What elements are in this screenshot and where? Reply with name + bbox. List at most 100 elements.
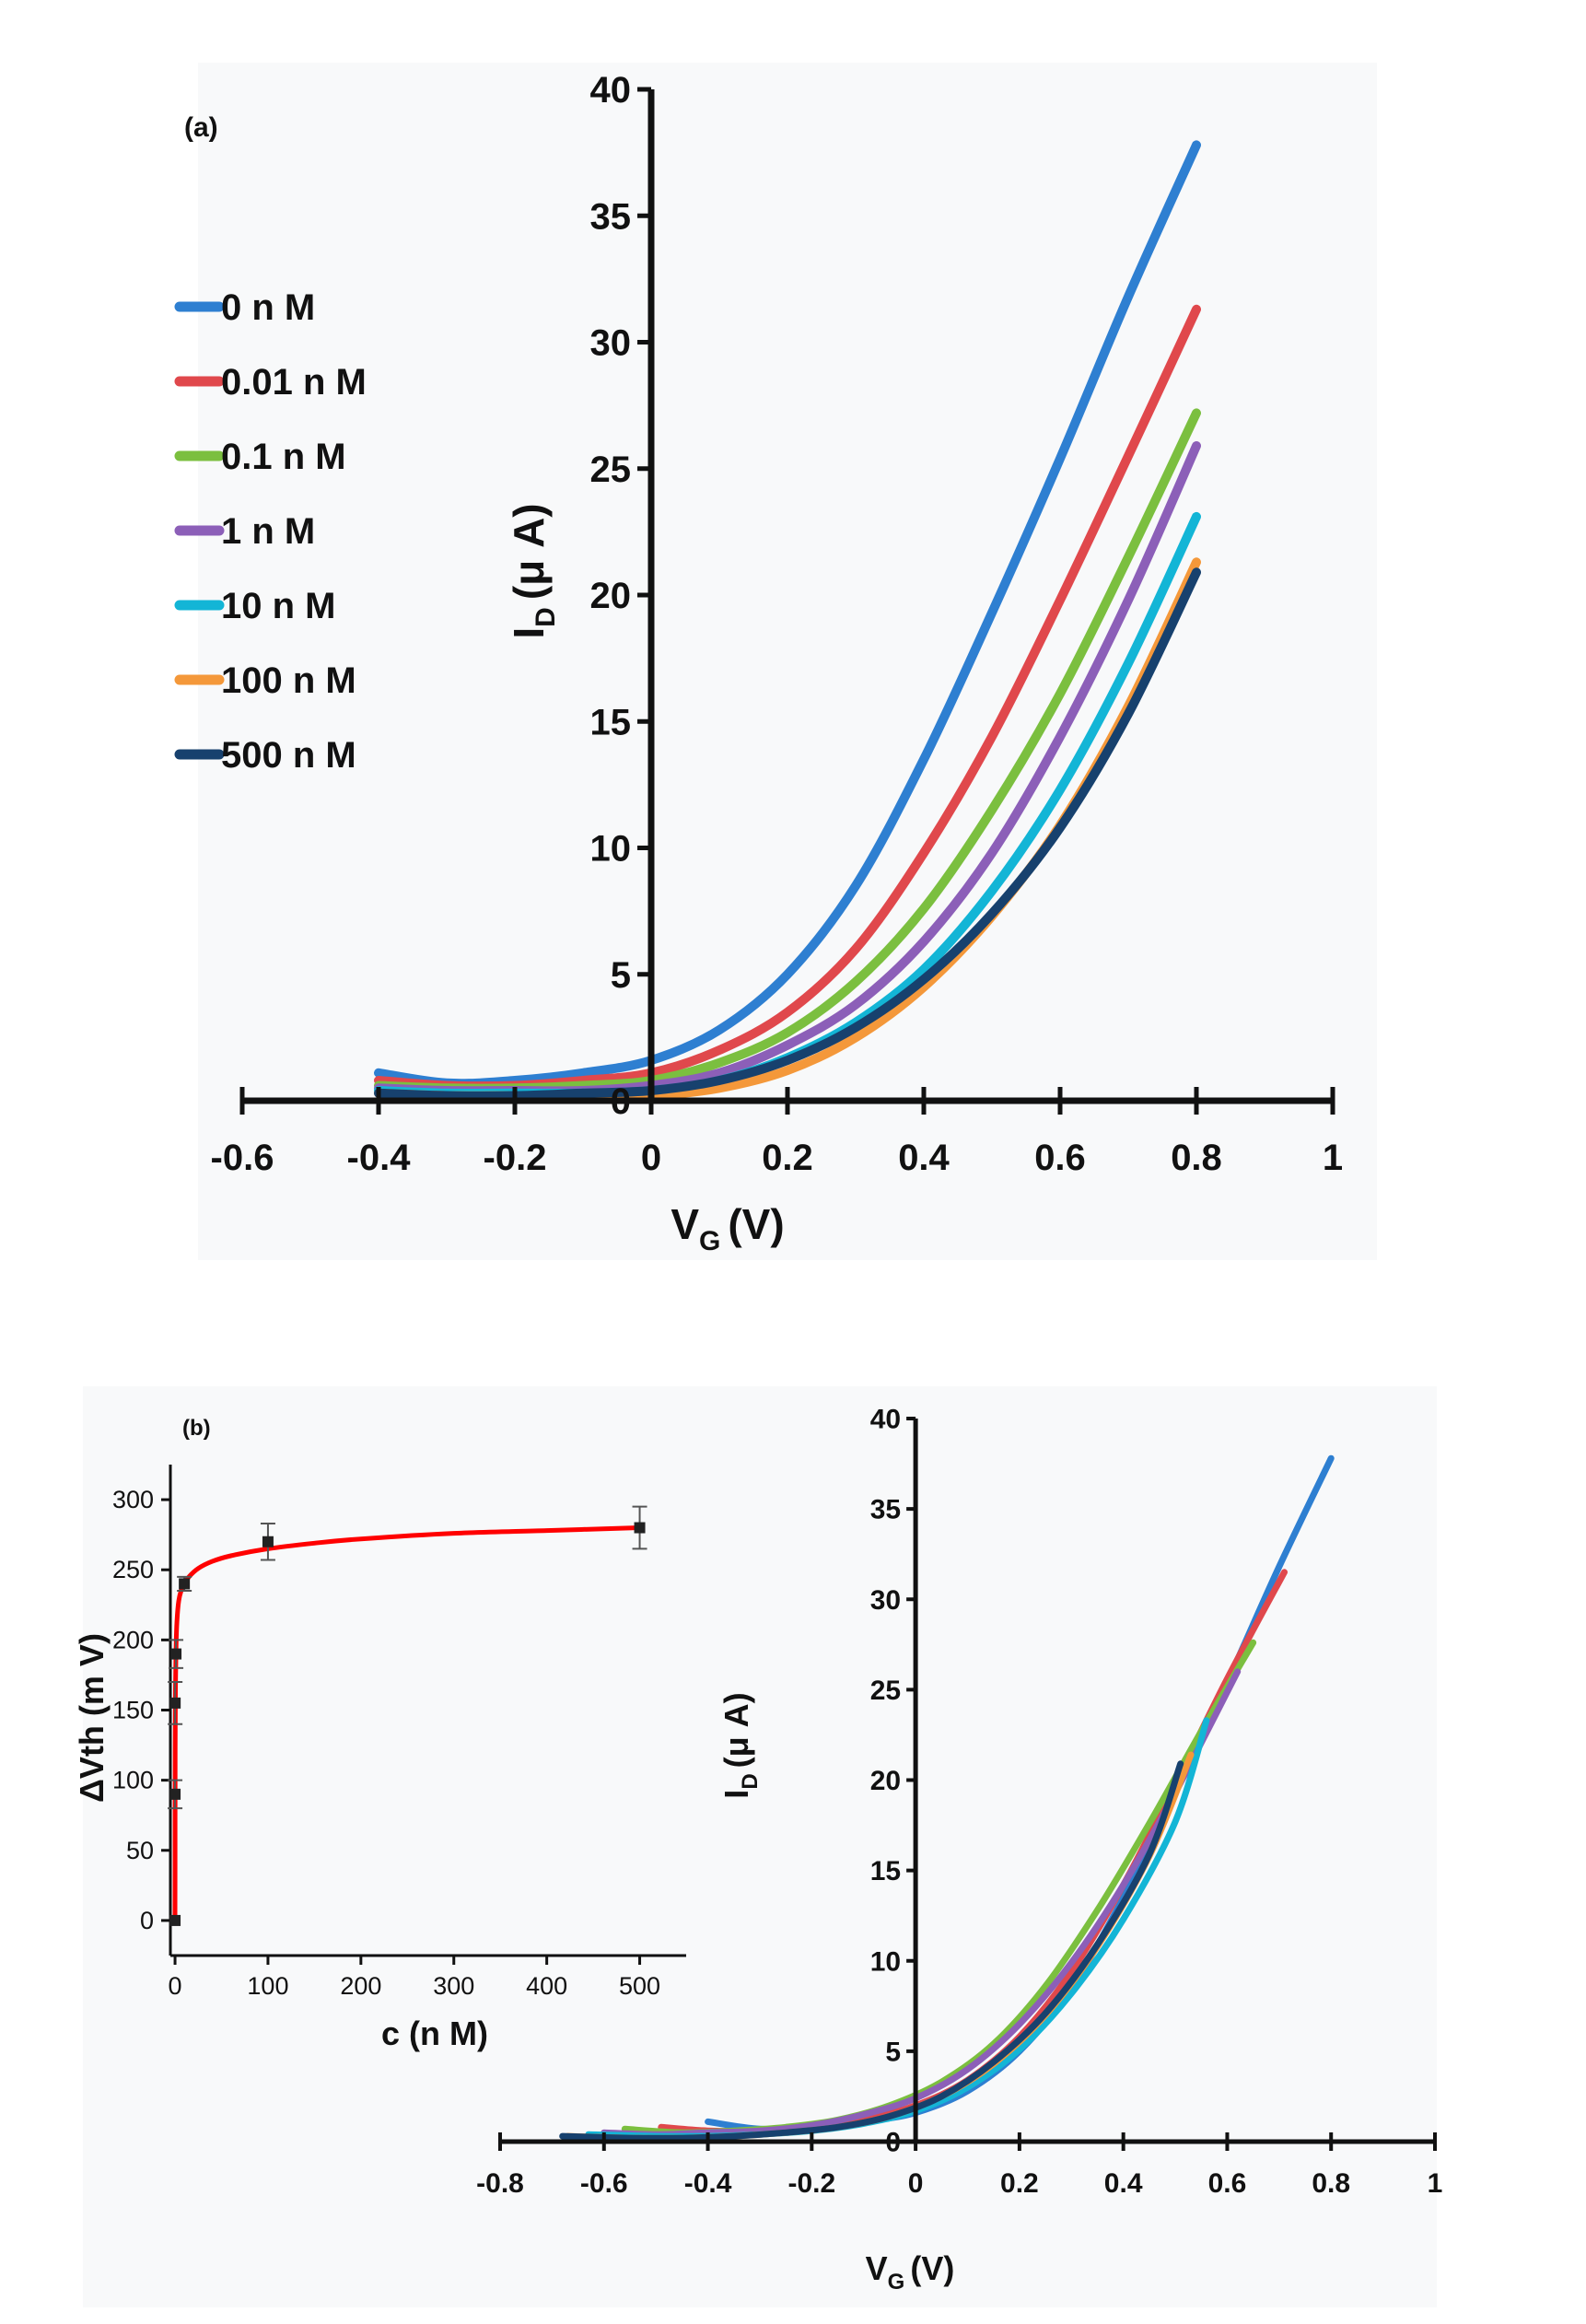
x-tick-label-a-8: 1 xyxy=(1323,1138,1343,1178)
y-tick-label-b-0: 0 xyxy=(885,2128,901,2158)
x-ticks-a: -0.6 -0.4 -0.2 0 0.2 0.4 0.6 0.8 1 xyxy=(211,1087,1343,1178)
chart-panel-a: (a) -0.6 -0.4 -0.2 0 0.2 0.4 0.6 0.8 1 0 5 10 15 20 2… xyxy=(174,70,1343,1256)
data-point-2 xyxy=(169,1697,181,1709)
y-tick-label-a-4: 20 xyxy=(590,576,632,616)
y-tick-label-a-0: 0 xyxy=(611,1081,631,1122)
x-tick-label-a-2: -0.2 xyxy=(484,1138,547,1178)
y-tick-label-b-8: 40 xyxy=(870,1405,901,1435)
x-tick-label-b-7: 0.6 xyxy=(1208,2168,1247,2199)
series-b-1-n-m xyxy=(601,1668,1242,2138)
x-tick-label-b-3: -0.2 xyxy=(787,2168,835,2199)
y-tick-label-b-6: 30 xyxy=(870,1585,901,1616)
legend-label-10-n-m: 10 n M xyxy=(221,586,335,626)
y-tick-label-inset-6: 300 xyxy=(112,1486,154,1513)
y-tick-label-a-8: 40 xyxy=(590,70,632,111)
x-tick-label-b-8: 0.8 xyxy=(1312,2168,1350,2199)
x-tick-label-b-4: 0 xyxy=(908,2168,924,2199)
x-tick-label-a-3: 0 xyxy=(641,1138,661,1178)
x-tick-label-inset-4: 400 xyxy=(526,1972,567,2000)
x-axis-label-b-main: V xyxy=(866,2249,888,2287)
legend-label-1-n-m: 1 n M xyxy=(221,511,315,552)
y-tick-label-a-2: 10 xyxy=(590,829,632,870)
x-axis-label-b-sub: G xyxy=(888,2270,905,2295)
y-tick-label-inset-4: 200 xyxy=(112,1626,154,1653)
data-point-5 xyxy=(262,1536,274,1547)
data-point-6 xyxy=(634,1522,646,1534)
x-tick-label-b-2: -0.4 xyxy=(684,2168,732,2199)
x-axis-label-a-unit: (V) xyxy=(728,1200,784,1248)
x-ticks-inset: 0 100 200 300 400 500 xyxy=(169,1956,660,2000)
series-a-0-n-m xyxy=(374,140,1201,1089)
x-axis-label-a: VG (V) xyxy=(671,1200,784,1256)
x-tick-label-b-1: -0.6 xyxy=(580,2168,628,2199)
y-axis-label-a-main: I xyxy=(505,627,553,639)
legend-a: 0 n M 0.01 n M 0.1 n M 1 n M 10 n M 100 n M 50… xyxy=(174,287,367,776)
legend-label-0-01-n-m: 0.01 n M xyxy=(221,362,367,403)
x-ticks-b: -0.8 -0.6 -0.4 -0.2 0 0.2 0.4 0.6 0.8 1 xyxy=(476,2132,1442,2199)
legend-label-100-n-m: 100 n M xyxy=(221,660,356,701)
x-tick-label-inset-0: 0 xyxy=(169,1972,182,2000)
y-axis-label-b-main: I xyxy=(717,1790,755,1799)
y-tick-label-a-6: 30 xyxy=(590,323,632,364)
x-tick-label-b-6: 0.4 xyxy=(1104,2168,1143,2199)
chart-inset-b: (b) 0 100 200 300 400 500 050100150200250300 … xyxy=(73,1416,686,2052)
x-tick-label-inset-1: 100 xyxy=(247,1972,288,2000)
data-point-3 xyxy=(170,1648,182,1660)
x-tick-label-a-5: 0.4 xyxy=(898,1138,950,1178)
data-point-4 xyxy=(179,1578,191,1590)
series-group-b xyxy=(559,1454,1335,2142)
y-axis-label-b-sub: D xyxy=(738,1773,763,1789)
x-tick-label-inset-5: 500 xyxy=(619,1972,660,2000)
y-tick-label-inset-0: 0 xyxy=(140,1907,154,1934)
legend-label-500-n-m: 500 n M xyxy=(221,735,356,776)
x-tick-label-b-5: 0.2 xyxy=(1000,2168,1039,2199)
panel-label-b: (b) xyxy=(182,1416,211,1441)
series-group-a xyxy=(374,140,1201,1102)
x-axis-label-b-unit: (V) xyxy=(910,2249,954,2287)
y-ticks-b: 0 5 10 15 20 25 30 35 40 xyxy=(870,1405,916,2158)
x-tick-label-inset-3: 300 xyxy=(433,1972,474,2000)
x-tick-label-inset-2: 200 xyxy=(340,1972,381,2000)
y-axis-label-a: ID (μ A) xyxy=(505,503,561,638)
y-ticks-inset: 0 50 100 150 200 250 300 xyxy=(112,1486,170,1934)
legend-label-0-1-n-m: 0.1 n M xyxy=(221,437,346,477)
y-tick-label-a-3: 15 xyxy=(590,702,632,742)
x-tick-label-a-6: 0.6 xyxy=(1034,1138,1086,1178)
data-point-1 xyxy=(169,1788,181,1800)
x-axis-label-a-main: V xyxy=(671,1200,699,1248)
y-axis-label-b: ID (μ A) xyxy=(717,1692,763,1798)
x-tick-label-a-1: -0.4 xyxy=(347,1138,412,1178)
y-tick-label-a-5: 25 xyxy=(590,450,632,490)
x-tick-label-a-7: 0.8 xyxy=(1171,1138,1222,1178)
y-tick-label-b-5: 25 xyxy=(870,1676,901,1706)
y-axis-label-inset: ΔVth (m V) xyxy=(73,1633,111,1803)
x-axis-label-inset: c (n M) xyxy=(381,2015,488,2052)
series-b-500-n-m xyxy=(559,1760,1184,2142)
x-axis-label-b: VG (V) xyxy=(866,2249,955,2295)
y-axis-label-b-unit: (μ A) xyxy=(717,1692,755,1768)
y-tick-label-b-2: 10 xyxy=(870,1946,901,1977)
data-points-group xyxy=(168,1505,647,1926)
y-tick-label-b-4: 20 xyxy=(870,1766,901,1796)
y-tick-label-inset-3: 150 xyxy=(112,1697,154,1724)
y-ticks-a: 0 5 10 15 20 25 30 35 40 xyxy=(590,70,651,1122)
data-point-0 xyxy=(169,1914,181,1926)
y-tick-label-b-7: 35 xyxy=(870,1495,901,1525)
panel-b-background xyxy=(83,1386,1437,2307)
y-axis-label-a-sub: D xyxy=(531,607,561,627)
y-tick-label-a-7: 35 xyxy=(590,196,632,237)
series-a-500-n-m xyxy=(374,567,1201,1101)
x-tick-label-a-4: 0.2 xyxy=(762,1138,813,1178)
legend-label-0-n-m: 0 n M xyxy=(221,287,315,328)
panel-label-a: (a) xyxy=(184,112,218,143)
y-tick-label-b-3: 15 xyxy=(870,1856,901,1886)
y-tick-label-inset-1: 50 xyxy=(126,1837,154,1864)
y-tick-label-inset-2: 100 xyxy=(112,1767,154,1794)
x-tick-label-b-0: -0.8 xyxy=(476,2168,524,2199)
y-tick-label-b-1: 5 xyxy=(885,2037,901,2067)
x-axis-label-a-sub: G xyxy=(699,1226,720,1256)
y-axis-label-a-unit: (μ A) xyxy=(505,503,553,600)
chart-panel-b: -0.8 -0.6 -0.4 -0.2 0 0.2 0.4 0.6 0.8 1 0 5 10 15 20 2… xyxy=(476,1405,1442,2295)
x-tick-label-a-0: -0.6 xyxy=(211,1138,274,1178)
